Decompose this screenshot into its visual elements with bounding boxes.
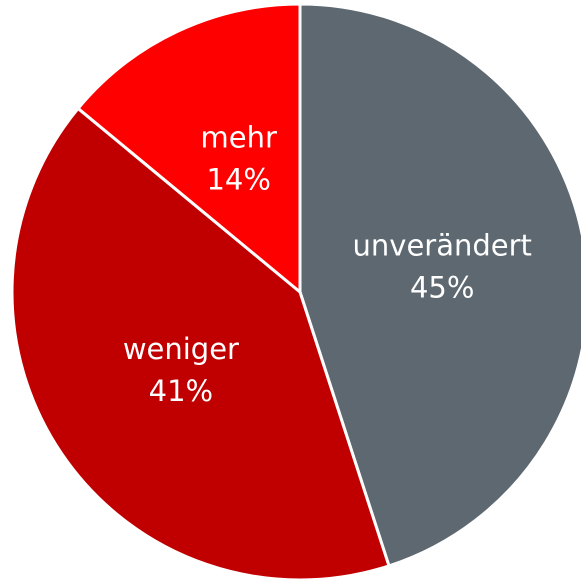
slice-label: mehr (200, 121, 276, 155)
slice-value-label: 45% (410, 270, 474, 304)
slice-label: weniger (123, 332, 239, 366)
pie-slice (298, 2, 581, 568)
slice-label: unverändert (353, 228, 532, 262)
slice-value-label: 41% (149, 374, 213, 408)
slice-value-label: 14% (206, 163, 270, 197)
pie-slice (10, 106, 391, 581)
pie-slice (76, 2, 302, 294)
